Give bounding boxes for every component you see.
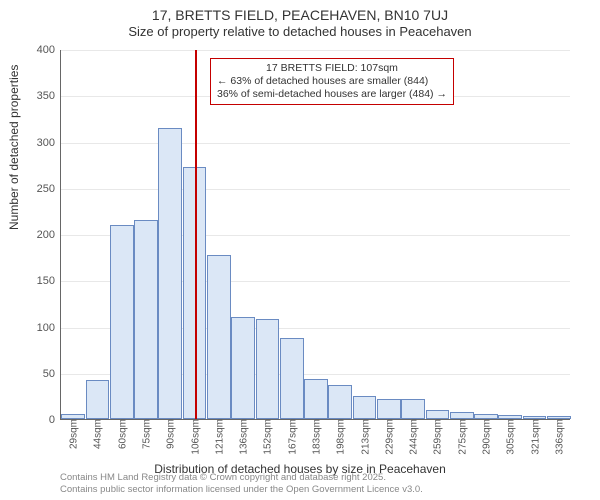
histogram-bar — [304, 379, 328, 419]
y-tick-label: 50 — [43, 368, 61, 380]
histogram-bar — [231, 317, 255, 419]
annotation-line3: 36% of semi-detached houses are larger (… — [217, 88, 447, 101]
histogram-bar — [207, 255, 231, 419]
page-title: 17, BRETTS FIELD, PEACEHAVEN, BN10 7UJ — [0, 0, 600, 24]
x-tick-label: 244sqm — [407, 419, 420, 455]
histogram-bar — [256, 319, 280, 419]
x-tick-label: 336sqm — [552, 419, 565, 455]
histogram-bar — [426, 410, 450, 419]
histogram-bar — [158, 128, 182, 419]
y-tick-label: 350 — [37, 90, 61, 102]
y-tick-label: 100 — [37, 322, 61, 334]
x-tick-label: 305sqm — [504, 419, 517, 455]
x-tick-label: 90sqm — [164, 419, 177, 449]
chart-area: 05010015020025030035040029sqm44sqm60sqm7… — [60, 50, 570, 420]
histogram-bar — [498, 415, 522, 419]
histogram-bar — [401, 399, 425, 419]
histogram-bar — [474, 414, 498, 419]
x-tick-label: 44sqm — [91, 419, 104, 449]
annotation-box: 17 BRETTS FIELD: 107sqm ← 63% of detache… — [210, 58, 454, 105]
credit-text: Contains HM Land Registry data © Crown c… — [60, 472, 423, 496]
x-tick-label: 275sqm — [455, 419, 468, 455]
x-tick-label: 259sqm — [431, 419, 444, 455]
gridline — [61, 189, 570, 190]
x-tick-label: 121sqm — [212, 419, 225, 455]
histogram-bar — [523, 416, 547, 419]
y-tick-label: 200 — [37, 229, 61, 241]
x-tick-label: 60sqm — [115, 419, 128, 449]
y-tick-label: 250 — [37, 183, 61, 195]
x-tick-label: 198sqm — [334, 419, 347, 455]
histogram-bar — [110, 225, 134, 419]
credit-line2: Contains public sector information licen… — [60, 484, 423, 496]
x-tick-label: 213sqm — [358, 419, 371, 455]
x-tick-label: 136sqm — [237, 419, 250, 455]
histogram-bar — [353, 396, 377, 419]
histogram-bar — [280, 338, 304, 419]
gridline — [61, 143, 570, 144]
histogram-bar — [61, 414, 85, 419]
x-tick-label: 29sqm — [67, 419, 80, 449]
histogram-bar — [134, 220, 158, 419]
y-tick-label: 150 — [37, 275, 61, 287]
x-tick-label: 321sqm — [528, 419, 541, 455]
annotation-line1: 17 BRETTS FIELD: 107sqm — [217, 62, 447, 75]
x-tick-label: 75sqm — [140, 419, 153, 449]
histogram-bar — [86, 380, 110, 419]
x-tick-label: 183sqm — [310, 419, 323, 455]
gridline — [61, 50, 570, 51]
x-tick-label: 152sqm — [261, 419, 274, 455]
x-tick-label: 290sqm — [480, 419, 493, 455]
page-subtitle: Size of property relative to detached ho… — [0, 24, 600, 41]
y-axis-label: Number of detached properties — [7, 65, 21, 230]
y-tick-label: 300 — [37, 137, 61, 149]
annotation-line2: ← 63% of detached houses are smaller (84… — [217, 75, 447, 88]
histogram-bar — [547, 416, 571, 419]
histogram-bar — [377, 399, 401, 419]
y-tick-label: 0 — [49, 414, 61, 426]
credit-line1: Contains HM Land Registry data © Crown c… — [60, 472, 423, 484]
reference-line — [195, 50, 197, 419]
x-tick-label: 167sqm — [285, 419, 298, 455]
x-tick-label: 229sqm — [382, 419, 395, 455]
plot-region: 05010015020025030035040029sqm44sqm60sqm7… — [60, 50, 570, 420]
y-tick-label: 400 — [37, 44, 61, 56]
x-tick-label: 106sqm — [188, 419, 201, 455]
histogram-bar — [328, 385, 352, 419]
histogram-bar — [450, 412, 474, 419]
